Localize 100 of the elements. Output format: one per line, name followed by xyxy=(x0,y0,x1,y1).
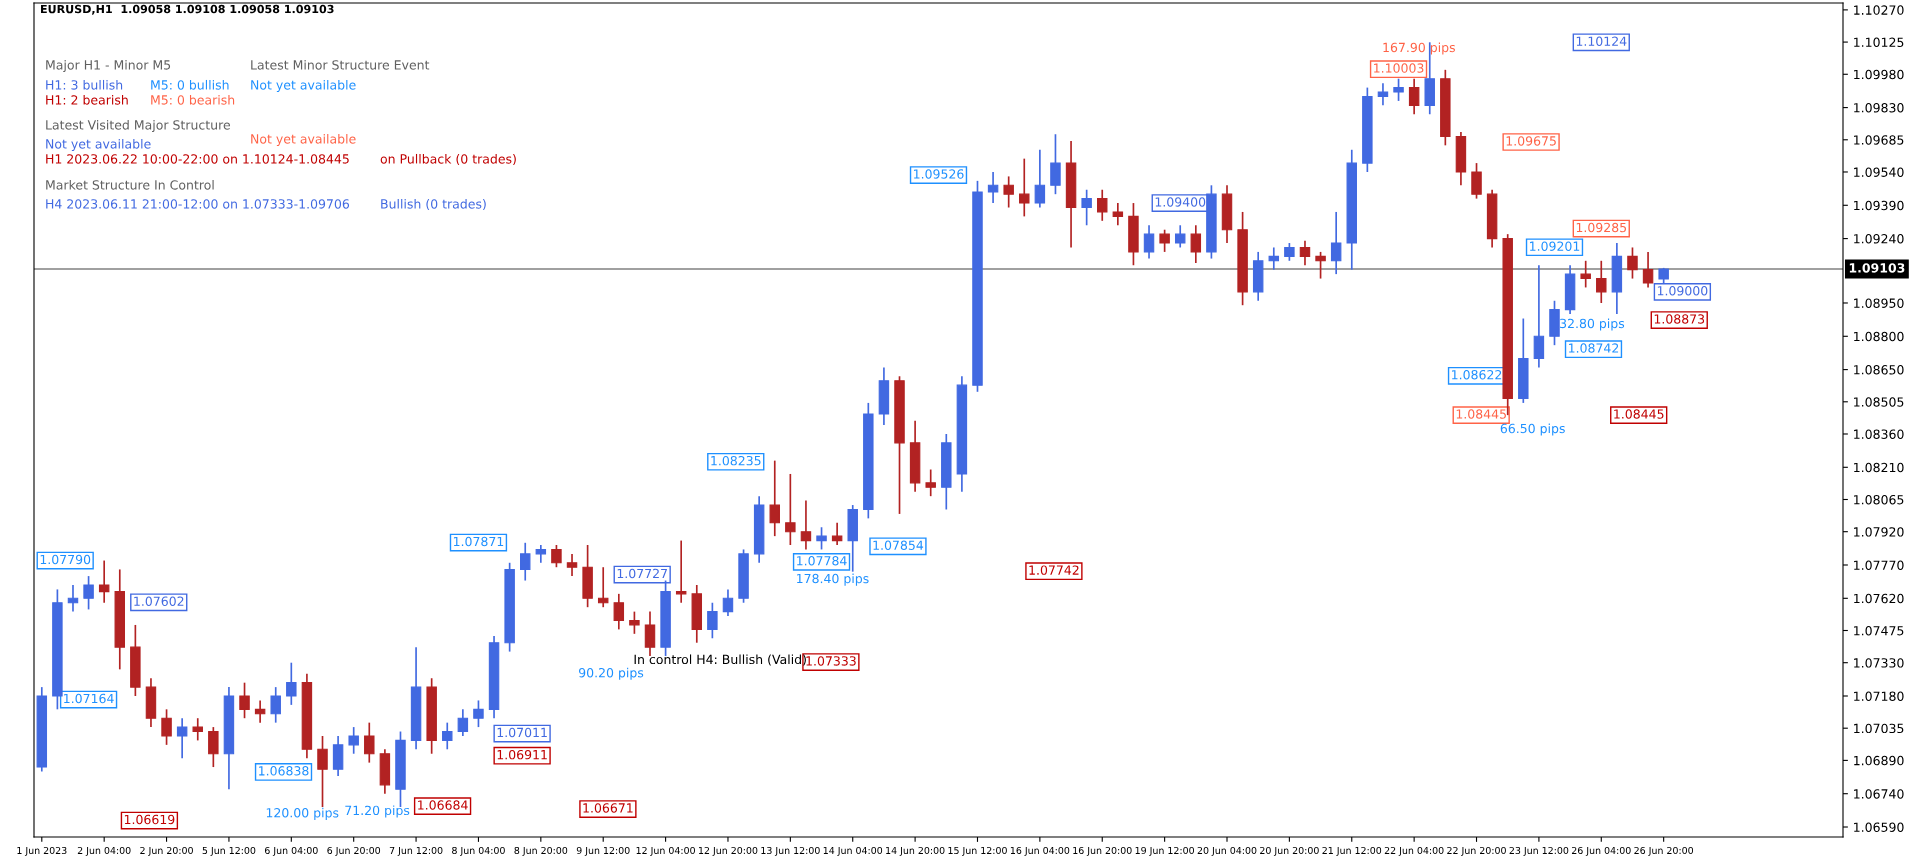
candlestick xyxy=(1174,224,1186,249)
candlestick xyxy=(1268,246,1280,271)
annotation: 1.06684 xyxy=(418,800,468,810)
y-tick-label: 1.06590 xyxy=(1854,822,1904,832)
candlestick xyxy=(1596,259,1607,304)
y-tick-label: 1.09830 xyxy=(1854,103,1904,113)
candlestick xyxy=(1315,251,1326,280)
annotation: 1.10003 xyxy=(1374,63,1424,73)
annotation: 1.07854 xyxy=(873,540,924,550)
candlestick xyxy=(816,526,827,551)
candlestick xyxy=(769,459,780,537)
annotation: 120.00 pips xyxy=(266,807,339,820)
y-tick-label: 1.08065 xyxy=(1854,494,1904,505)
candlestick xyxy=(1034,148,1046,209)
candlestick xyxy=(348,726,359,755)
annotation: 1.08235 xyxy=(711,455,761,466)
annotation: 71.20 pips xyxy=(345,805,410,818)
x-tick-label: 26 Jun 20:00 xyxy=(1634,846,1694,856)
y-tick-label: 1.08650 xyxy=(1854,365,1904,375)
x-tick-label: 14 Jun 20:00 xyxy=(886,846,945,856)
annotation: 1.08742 xyxy=(1569,343,1619,353)
candlestick xyxy=(1299,239,1311,267)
candlestick xyxy=(613,593,625,631)
annotation: 1.07727 xyxy=(617,568,667,579)
candlestick xyxy=(520,541,531,582)
annotation: 1.07742 xyxy=(1029,565,1079,575)
candlestick xyxy=(239,681,250,720)
y-tick-label: 1.08950 xyxy=(1854,298,1904,308)
annotation: 178.40 pips xyxy=(797,573,869,586)
candlestick xyxy=(98,559,110,604)
y-tick-label: 1.07770 xyxy=(1854,560,1904,570)
x-tick-label: 26 Jun 04:00 xyxy=(1571,846,1631,856)
candlestick xyxy=(1190,224,1202,264)
annotation: 1.09526 xyxy=(914,169,964,179)
y-tick-label: 1.07330 xyxy=(1854,658,1904,668)
x-tick-label: 20 Jun 20:00 xyxy=(1260,846,1319,856)
x-tick-label: 7 Jun 12:00 xyxy=(389,846,443,856)
candlestick xyxy=(1159,228,1170,253)
x-tick-label: 20 Jun 04:00 xyxy=(1197,846,1257,856)
y-tick-label: 1.09980 xyxy=(1854,69,1904,80)
candlestick xyxy=(286,661,297,706)
annotation: 66.50 pips xyxy=(1500,423,1565,436)
annotation: Bullish (0 trades) xyxy=(381,198,486,211)
x-tick-label: 2 Jun 20:00 xyxy=(140,846,193,856)
annotation: 1.09000 xyxy=(1657,286,1708,296)
candlestick xyxy=(722,588,734,617)
annotation: 1.06911 xyxy=(497,749,547,760)
candlestick xyxy=(551,544,562,569)
y-tick-label: 1.07920 xyxy=(1854,527,1904,537)
candlestick xyxy=(1097,188,1108,222)
annotation: 1.06671 xyxy=(583,803,633,813)
annotation: H1: 3 bullish xyxy=(46,79,123,90)
candlestick xyxy=(1580,259,1591,289)
candlestick xyxy=(1050,133,1061,196)
candlestick xyxy=(1143,224,1155,260)
y-tick-label: 1.09685 xyxy=(1854,135,1904,145)
candlestick xyxy=(675,539,687,604)
candlestick xyxy=(208,726,219,768)
candlestick xyxy=(442,721,453,751)
annotation: 1.10124 xyxy=(1576,36,1627,46)
candlestick xyxy=(597,566,609,609)
candlestick xyxy=(473,699,484,728)
candlestick xyxy=(1408,77,1420,116)
y-tick-label: 1.09540 xyxy=(1854,167,1904,177)
annotation: 32.80 pips xyxy=(1560,318,1625,331)
candlestick xyxy=(1081,188,1092,227)
annotation: 1.09285 xyxy=(1576,222,1627,233)
candlestick xyxy=(707,601,718,640)
annotation: 1.06619 xyxy=(124,814,175,825)
annotation: 1.07790 xyxy=(40,554,91,565)
y-tick-label: 1.08210 xyxy=(1854,462,1904,473)
x-tick-label: 12 Jun 04:00 xyxy=(636,846,695,856)
annotation: H4 2023.06.11 21:00-12:00 on 1.07333-1.09706 xyxy=(46,199,350,209)
candlestick xyxy=(364,721,375,764)
annotation: 167.90 pips xyxy=(1383,42,1455,55)
y-tick-label: 1.06740 xyxy=(1854,789,1904,799)
annotation: 90.20 pips xyxy=(578,667,644,680)
x-tick-label: 13 Jun 12:00 xyxy=(761,846,820,856)
annotation: 1.09675 xyxy=(1506,136,1556,146)
annotation: Major H1 - Minor M5 xyxy=(46,59,171,73)
candlestick xyxy=(831,521,843,546)
x-tick-label: 22 Jun 20:00 xyxy=(1447,846,1506,856)
annotation: 1.08622 xyxy=(1452,369,1502,380)
annotation: 1.07784 xyxy=(797,556,847,566)
annotation: M5: 0 bullish xyxy=(151,79,229,90)
candlestick xyxy=(270,686,281,724)
y-tick-label: 1.08800 xyxy=(1854,331,1904,342)
annotation: Market Structure In Control xyxy=(46,179,214,190)
x-tick-label: 12 Jun 20:00 xyxy=(699,846,758,856)
y-tick-label: 1.06890 xyxy=(1854,755,1904,766)
x-tick-label: 23 Jun 12:00 xyxy=(1509,846,1569,856)
annotation: H1 2023.06.22 10:00-22:00 on 1.10124-1.08445 xyxy=(46,154,349,164)
annotation: Not yet available xyxy=(251,79,356,93)
candlestick xyxy=(1330,211,1342,275)
x-tick-label: 6 Jun 20:00 xyxy=(327,846,381,856)
annotation: 1.07333 xyxy=(806,656,856,666)
y-tick-label: 1.10125 xyxy=(1854,37,1904,48)
candlestick xyxy=(83,575,94,611)
annotation: 1.07871 xyxy=(453,536,504,547)
annotation: on Pullback (0 trades) xyxy=(380,153,516,166)
